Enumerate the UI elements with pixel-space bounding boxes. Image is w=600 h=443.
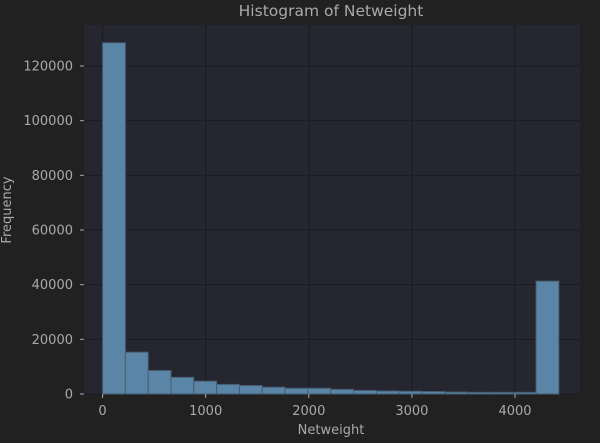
y-tick-label: 120000 (23, 60, 73, 75)
x-tick-label: 0 (98, 404, 106, 419)
histogram-bar (444, 391, 469, 395)
y-tick-label: 60000 (32, 224, 73, 239)
plot-area (84, 25, 580, 394)
x-tick-label: 1000 (189, 404, 222, 419)
histogram-bar (307, 387, 332, 395)
y-tick-label: 100000 (23, 114, 73, 129)
y-tick-label: 20000 (32, 333, 73, 348)
histogram-bar (238, 385, 263, 395)
histogram-bar (489, 391, 514, 395)
x-tick-label: 2000 (292, 404, 325, 419)
y-axis-label: Frequency (0, 176, 15, 243)
x-axis-ticks: 0 1000 2000 3000 4000 (98, 394, 532, 419)
histogram-bars (102, 42, 560, 395)
histogram-bar (261, 386, 286, 395)
histogram-bar (102, 42, 126, 395)
x-tick-label: 3000 (395, 404, 428, 419)
chart-title: Histogram of Netweight (239, 2, 424, 20)
histogram-bar (535, 280, 560, 395)
histogram-bar (375, 390, 400, 395)
x-axis-label: Netweight (298, 423, 365, 438)
y-tick-label: 0 (65, 388, 73, 403)
histogram-bar (193, 380, 218, 395)
histogram-bar (147, 369, 172, 395)
y-tick-label: 40000 (32, 278, 73, 293)
histogram-bar (216, 383, 240, 395)
histogram-bar (398, 390, 423, 395)
y-axis-ticks: 0 20000 40000 60000 80000 100000 120000 (23, 60, 84, 403)
histogram-bar (421, 391, 446, 395)
x-tick-label: 4000 (498, 404, 531, 419)
histogram-bar (170, 376, 195, 395)
histogram-bar (330, 388, 355, 395)
y-tick-label: 80000 (32, 169, 73, 184)
histogram-bar (467, 391, 491, 395)
histogram-bar (512, 391, 537, 395)
histogram-bar (353, 389, 377, 395)
histogram-bar (284, 387, 309, 395)
histogram-bar (124, 351, 149, 395)
